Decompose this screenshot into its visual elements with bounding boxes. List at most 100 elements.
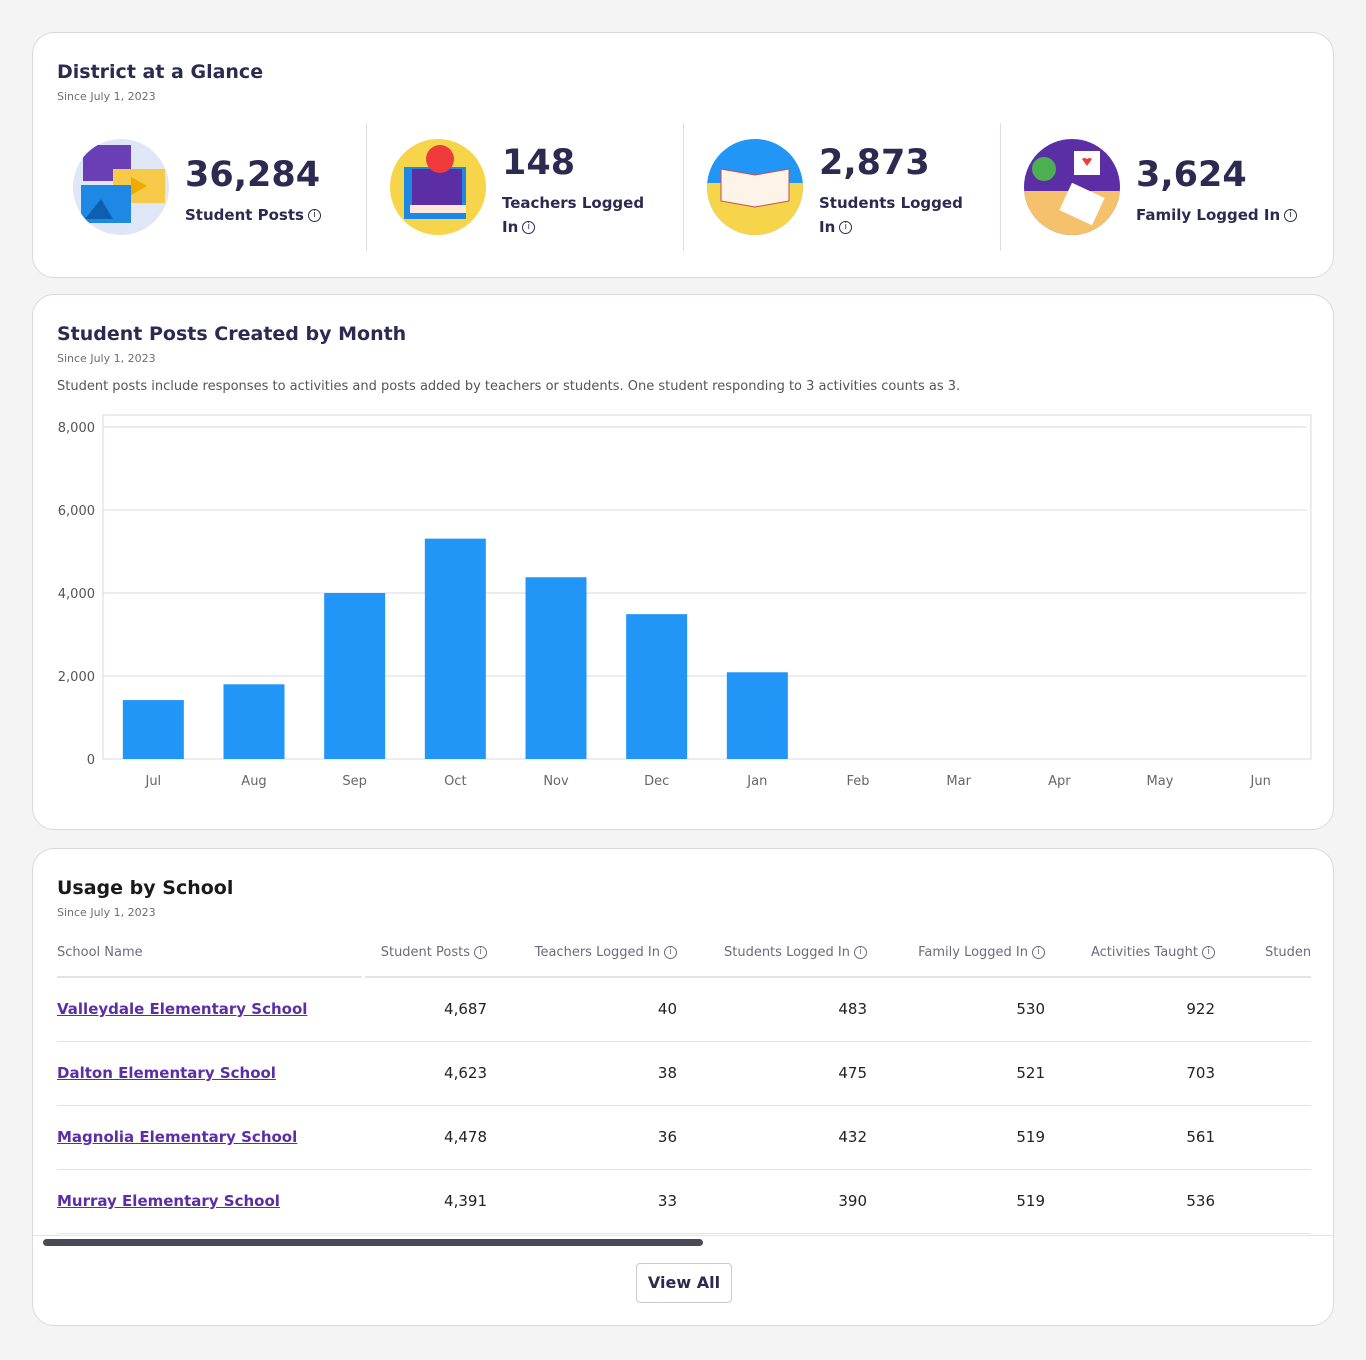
table-cell: 922 — [1057, 977, 1227, 1042]
chart-subtitle: Since July 1, 2023 — [57, 352, 156, 365]
books-apple-illustration-icon — [390, 139, 486, 235]
y-tick-label: 6,000 — [58, 504, 95, 519]
table-cell: 4,391 — [363, 1169, 499, 1234]
stat-label: Teachers Logged In — [502, 194, 645, 236]
x-tick-label: Oct — [444, 774, 466, 789]
table-cell: 483 — [689, 977, 879, 1042]
col-students-logged-in[interactable]: Students Logged In i — [689, 929, 879, 978]
col-teachers-logged-in[interactable]: Teachers Logged In i — [499, 929, 689, 978]
x-tick-label: Feb — [846, 774, 869, 789]
table-cell: 703 — [1057, 1041, 1227, 1106]
student-posts-illustration-icon — [73, 139, 169, 235]
table-cell: 40 — [499, 977, 689, 1042]
table-cell: 519 — [879, 1105, 1057, 1170]
x-tick-label: Sep — [342, 774, 367, 789]
table-row: Murray Elementary School 4,391 33 390 519 536 — [57, 1169, 1311, 1234]
bar-oct[interactable] — [424, 538, 486, 759]
bar-dec[interactable] — [626, 614, 688, 759]
table-cell: 390 — [689, 1169, 879, 1234]
divider — [683, 123, 684, 251]
table-cell: 432 — [689, 1105, 879, 1170]
chart-description: Student posts include responses to activ… — [57, 379, 961, 394]
school-link[interactable]: Valleydale Elementary School — [57, 1000, 308, 1019]
usage-title: Usage by School — [57, 877, 234, 899]
stat-teachers-logged-in: 148 Teachers Logged In i — [350, 123, 667, 251]
view-all-button[interactable]: View All — [636, 1263, 732, 1303]
divider — [33, 1235, 1333, 1236]
col-student-truncated[interactable]: Student — [1227, 929, 1311, 978]
stat-value: 36,284 — [185, 155, 321, 195]
school-link[interactable]: Murray Elementary School — [57, 1192, 280, 1210]
stat-value: 148 — [502, 143, 576, 183]
chart-title: Student Posts Created by Month — [57, 323, 407, 345]
table-row: Valleydale Elementary School 4,687 40 483 53… — [57, 977, 1311, 1042]
stat-family-logged-in: 3,624 Family Logged In i — [984, 123, 1301, 251]
school-link[interactable]: Dalton Elementary School — [57, 1064, 276, 1082]
bar-jan[interactable] — [726, 672, 788, 759]
table-cell — [1227, 1169, 1311, 1234]
info-icon[interactable]: i — [854, 946, 867, 959]
glance-title: District at a Glance — [57, 61, 264, 83]
horizontal-scrollbar[interactable] — [43, 1239, 703, 1246]
usage-table: School Name Student Posts i Teachers Logg… — [57, 929, 1311, 1234]
info-icon[interactable]: i — [1202, 946, 1215, 959]
table-cell: 519 — [879, 1169, 1057, 1234]
stat-label: Student Posts — [185, 206, 304, 224]
bar-chart: 0 2,000 4,000 6,000 8,000 Jul Aug Sep Oct Nov Dec J… — [58, 414, 1312, 789]
school-name-cell: Valleydale Elementary School — [57, 977, 363, 1042]
x-tick-label: Mar — [946, 774, 971, 789]
table-row: Magnolia Elementary School 4,478 36 432 519 5… — [57, 1105, 1311, 1170]
table-cell: 561 — [1057, 1105, 1227, 1170]
info-icon[interactable]: i — [1032, 946, 1045, 959]
col-activities-taught[interactable]: Activities Taught i — [1057, 929, 1227, 978]
col-student-posts[interactable]: Student Posts i — [363, 929, 499, 978]
school-link[interactable]: Magnolia Elementary School — [57, 1128, 298, 1146]
table-cell — [1227, 977, 1311, 1042]
stat-label: Students Logged In — [819, 194, 963, 236]
table-cell: 4,478 — [363, 1105, 499, 1170]
school-name-cell: Murray Elementary School — [57, 1169, 363, 1234]
open-book-illustration-icon — [707, 139, 803, 235]
school-name-cell: Dalton Elementary School — [57, 1041, 363, 1106]
table-cell: 475 — [689, 1041, 879, 1106]
bar-sep[interactable] — [324, 593, 386, 759]
info-icon[interactable]: i — [474, 946, 487, 959]
table-cell: 36 — [499, 1105, 689, 1170]
info-icon[interactable]: i — [522, 221, 536, 234]
student-posts-chart-card: Student Posts Created by Month Since Jul… — [32, 294, 1334, 830]
info-icon[interactable]: i — [664, 946, 677, 959]
info-icon[interactable]: i — [1284, 209, 1298, 222]
stat-label: Family Logged In — [1136, 206, 1281, 224]
x-tick-label: Jul — [144, 774, 161, 789]
bar-aug[interactable] — [223, 684, 285, 759]
x-tick-label: Aug — [241, 774, 266, 789]
stat-student-posts: 36,284 Student Posts i — [33, 123, 350, 251]
school-name-cell: Magnolia Elementary School — [57, 1105, 363, 1170]
x-tick-label: May — [1147, 774, 1174, 789]
bar-nov[interactable] — [525, 577, 587, 759]
info-icon[interactable]: i — [307, 209, 321, 222]
stat-students-logged-in: 2,873 Students Logged In i — [667, 123, 984, 251]
x-tick-label: Nov — [543, 774, 569, 789]
x-tick-label: Apr — [1048, 774, 1071, 789]
divider — [1000, 123, 1001, 251]
x-tick-label: Dec — [644, 774, 669, 789]
table-cell: 4,623 — [363, 1041, 499, 1106]
table-header-row: School Name Student Posts i Teachers Logg… — [57, 929, 1311, 978]
usage-by-school-card: Usage by School Since July 1, 2023 Schoo… — [32, 848, 1334, 1326]
y-tick-label: 4,000 — [58, 587, 95, 602]
y-tick-label: 8,000 — [58, 421, 95, 436]
col-school-name[interactable]: School Name — [57, 929, 365, 978]
stat-value: 3,624 — [1136, 155, 1247, 195]
bar-jul[interactable] — [122, 700, 184, 759]
y-tick-label: 0 — [87, 753, 95, 768]
table-cell — [1227, 1041, 1311, 1106]
info-icon[interactable]: i — [839, 221, 853, 234]
family-tablet-illustration-icon — [1024, 139, 1120, 235]
table-cell: 521 — [879, 1041, 1057, 1106]
district-glance-card: District at a Glance Since July 1, 2023 … — [32, 32, 1334, 278]
glance-subtitle: Since July 1, 2023 — [57, 90, 156, 103]
col-family-logged-in[interactable]: Family Logged In i — [879, 929, 1057, 978]
x-tick-label: Jun — [1250, 774, 1271, 789]
divider — [366, 123, 367, 251]
